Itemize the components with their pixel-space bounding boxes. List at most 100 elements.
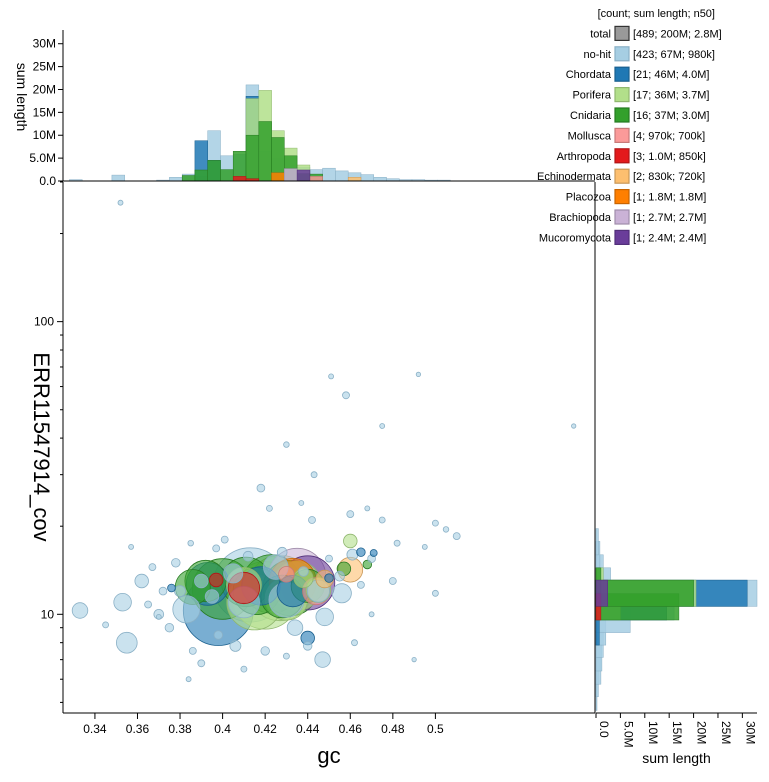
- scatter-point-no-hit: [128, 544, 135, 550]
- y-tick-label: 100: [34, 315, 54, 329]
- scatter-point-no-hit: [204, 589, 220, 604]
- scatter-point-no-hit: [194, 573, 209, 589]
- scatter-point-no-hit: [328, 373, 335, 380]
- top-hist-bar-no-hit: [373, 177, 387, 182]
- scatter-point-no-hit: [240, 665, 248, 673]
- scatter-point-mollusca: [278, 566, 295, 583]
- legend-name-echinodermata: Echinodermata: [537, 171, 612, 183]
- scatter-point-no-hit: [315, 607, 334, 627]
- legend-swatch-chordata: [614, 66, 630, 82]
- x-axis-label: gc: [317, 743, 340, 768]
- legend-name-no-hit: no-hit: [583, 49, 611, 61]
- scatter-point-no-hit: [298, 500, 305, 506]
- legend-stats-no-hit: [423; 67M; 980k]: [633, 49, 715, 61]
- scatter-point-no-hit: [298, 566, 309, 577]
- scatter-point-no-hit: [158, 586, 168, 596]
- scatter-point-no-hit: [174, 585, 186, 597]
- scatter-point-no-hit: [185, 676, 192, 683]
- scatter-point-no-hit: [155, 614, 162, 620]
- scatter-point-no-hit: [256, 483, 266, 493]
- scatter-point-no-hit: [421, 544, 428, 550]
- scatter-point-no-hit: [134, 573, 149, 589]
- scatter-point-no-hit: [102, 621, 109, 629]
- legend-swatch-mollusca: [614, 127, 630, 143]
- right-hist-tick-label: 5.0M: [621, 721, 635, 748]
- scatter-point-no-hit: [314, 651, 331, 668]
- legend-swatch-brachiopoda: [614, 209, 630, 225]
- legend-stats-chordata: [21; 46M; 4.0M]: [633, 69, 709, 81]
- scatter-point-no-hit: [276, 546, 288, 558]
- top-hist-bar-no-hit: [360, 174, 374, 182]
- x-tick-label: 0.38: [168, 722, 192, 736]
- scatter-point-chordata: [369, 549, 378, 557]
- right-hist-tick-label: 25M: [719, 721, 733, 744]
- scatter-point-no-hit: [172, 595, 201, 624]
- right-hist-tick-label: 20M: [695, 721, 709, 744]
- legend-stats-total: [489; 200M; 2.8M]: [633, 28, 722, 40]
- legend-stats-cnidaria: [16; 37M; 3.0M]: [633, 110, 709, 122]
- top-hist-bar-mollusca: [309, 176, 323, 182]
- scatter-panel: [71, 199, 577, 683]
- scatter-point-no-hit: [171, 558, 181, 568]
- scatter-point-no-hit: [286, 619, 304, 636]
- top-hist-bar-no-hit: [322, 167, 336, 182]
- legend-swatch-total: [614, 25, 630, 41]
- top-hist-bar-cnidaria: [258, 121, 272, 182]
- scatter-point-cnidaria: [362, 559, 373, 570]
- top-hist-bar-cnidaria: [220, 169, 234, 182]
- right-histogram: [595, 528, 758, 711]
- scatter-point-no-hit: [325, 554, 333, 563]
- top-hist-tick-label: 20M: [33, 82, 56, 96]
- scatter-point-no-hit: [431, 589, 439, 597]
- top-hist-bar-mucoromycota: [296, 169, 311, 182]
- top-hist-bar-cnidaria: [194, 169, 208, 182]
- top-hist-bar-brachiopoda: [284, 168, 298, 182]
- legend-swatch-mucoromycota: [614, 229, 630, 245]
- top-hist-tick-label: 10M: [33, 128, 56, 142]
- x-tick-label: 0.42: [253, 722, 277, 736]
- top-hist-bar-no-hit: [335, 170, 349, 182]
- scatter-point-no-hit: [117, 199, 124, 206]
- top-hist-bar-cnidaria: [207, 160, 221, 182]
- top-hist-tick-label: 15M: [33, 105, 56, 119]
- scatter-point-no-hit: [148, 563, 157, 571]
- legend-swatch-porifera: [614, 86, 630, 103]
- scatter-point-no-hit: [187, 540, 194, 547]
- legend-stats-porifera: [17; 36M; 3.7M]: [633, 90, 709, 102]
- top-hist-bar-no-hit: [111, 174, 125, 182]
- scatter-point-no-hit: [334, 570, 345, 582]
- legend-name-placozoa: Placozoa: [566, 192, 612, 204]
- scatter-point-chordata: [324, 573, 334, 583]
- top-hist-bar-cnidaria: [245, 134, 260, 182]
- legend-name-mollusca: Mollusca: [568, 130, 612, 142]
- legend-name-arthropoda: Arthropoda: [557, 151, 612, 163]
- scatter-point-no-hit: [283, 441, 290, 448]
- scatter-point-no-hit: [431, 519, 439, 527]
- scatter-point-no-hit: [308, 516, 316, 524]
- scatter-point-no-hit: [378, 516, 386, 524]
- x-tick-label: 0.48: [381, 722, 405, 736]
- scatter-point-no-hit: [260, 646, 270, 656]
- scatter-point-no-hit: [212, 544, 221, 553]
- top-histogram: [69, 84, 451, 182]
- legend-swatch-no-hit: [614, 46, 630, 62]
- y-axis-label: ERR11547914_cov: [29, 352, 54, 541]
- scatter-point-no-hit: [116, 631, 138, 654]
- scatter-point-no-hit: [346, 510, 355, 518]
- legend-stats-mollusca: [4; 970k; 700k]: [633, 130, 705, 142]
- right-hist-tick-label: 30M: [743, 721, 757, 744]
- legend-name-total: total: [590, 28, 611, 40]
- x-tick-label: 0.46: [339, 722, 363, 736]
- scatter-point-no-hit: [415, 371, 421, 377]
- right-hist-bar-cnidaria: [595, 579, 694, 607]
- right-hist-axis-label: sum length: [642, 750, 710, 766]
- legend-stats-arthropoda: [3; 1.0M; 850k]: [633, 151, 706, 163]
- x-tick-label: 0.34: [83, 722, 107, 736]
- legend-swatch-echinodermata: [614, 168, 630, 184]
- scatter-point-no-hit: [452, 532, 461, 540]
- scatter-point-no-hit: [346, 548, 359, 561]
- legend-name-cnidaria: Cnidaria: [570, 110, 612, 122]
- top-hist-bar-arthropoda: [232, 176, 247, 182]
- scatter-point-no-hit: [188, 647, 197, 655]
- x-tick-label: 0.5: [427, 722, 444, 736]
